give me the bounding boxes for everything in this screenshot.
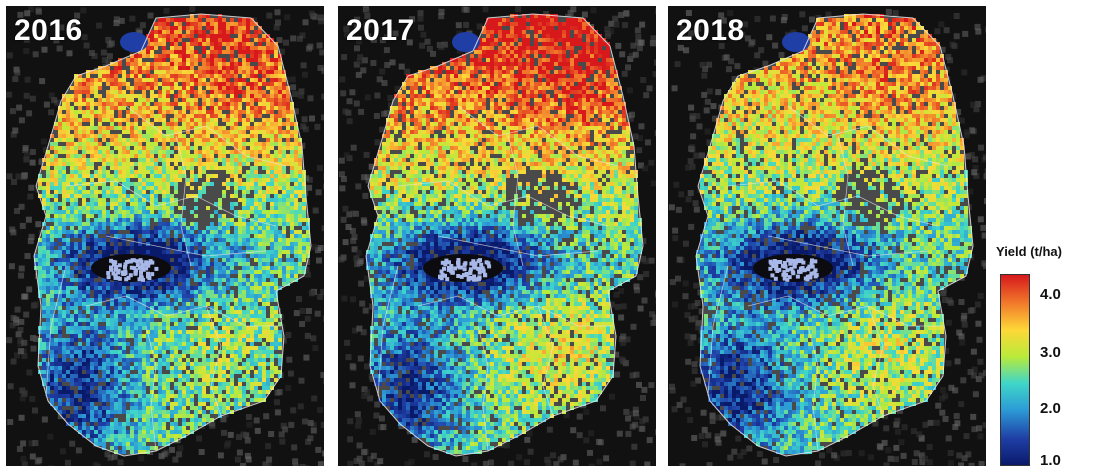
legend-tick-2: 2.0 bbox=[1040, 400, 1061, 417]
map-panel-2018: 2018 bbox=[668, 6, 986, 466]
year-label-2018: 2018 bbox=[676, 14, 745, 47]
legend-tick-1: 1.0 bbox=[1040, 452, 1061, 469]
yield-legend: Yield (t/ha) 4.0 3.0 2.0 1.0 bbox=[990, 244, 1100, 470]
legend-title: Yield (t/ha) bbox=[996, 244, 1062, 259]
year-label-2017: 2017 bbox=[346, 14, 415, 47]
legend-color-bar bbox=[1000, 274, 1030, 466]
yield-map-2018 bbox=[668, 6, 986, 466]
yield-map-2016 bbox=[6, 6, 324, 466]
legend-tick-3: 3.0 bbox=[1040, 344, 1061, 361]
yield-map-2017 bbox=[338, 6, 656, 466]
legend-tick-4: 4.0 bbox=[1040, 286, 1061, 303]
map-panel-2017: 2017 bbox=[338, 6, 656, 466]
year-label-2016: 2016 bbox=[14, 14, 83, 47]
map-panel-2016: 2016 bbox=[6, 6, 324, 466]
